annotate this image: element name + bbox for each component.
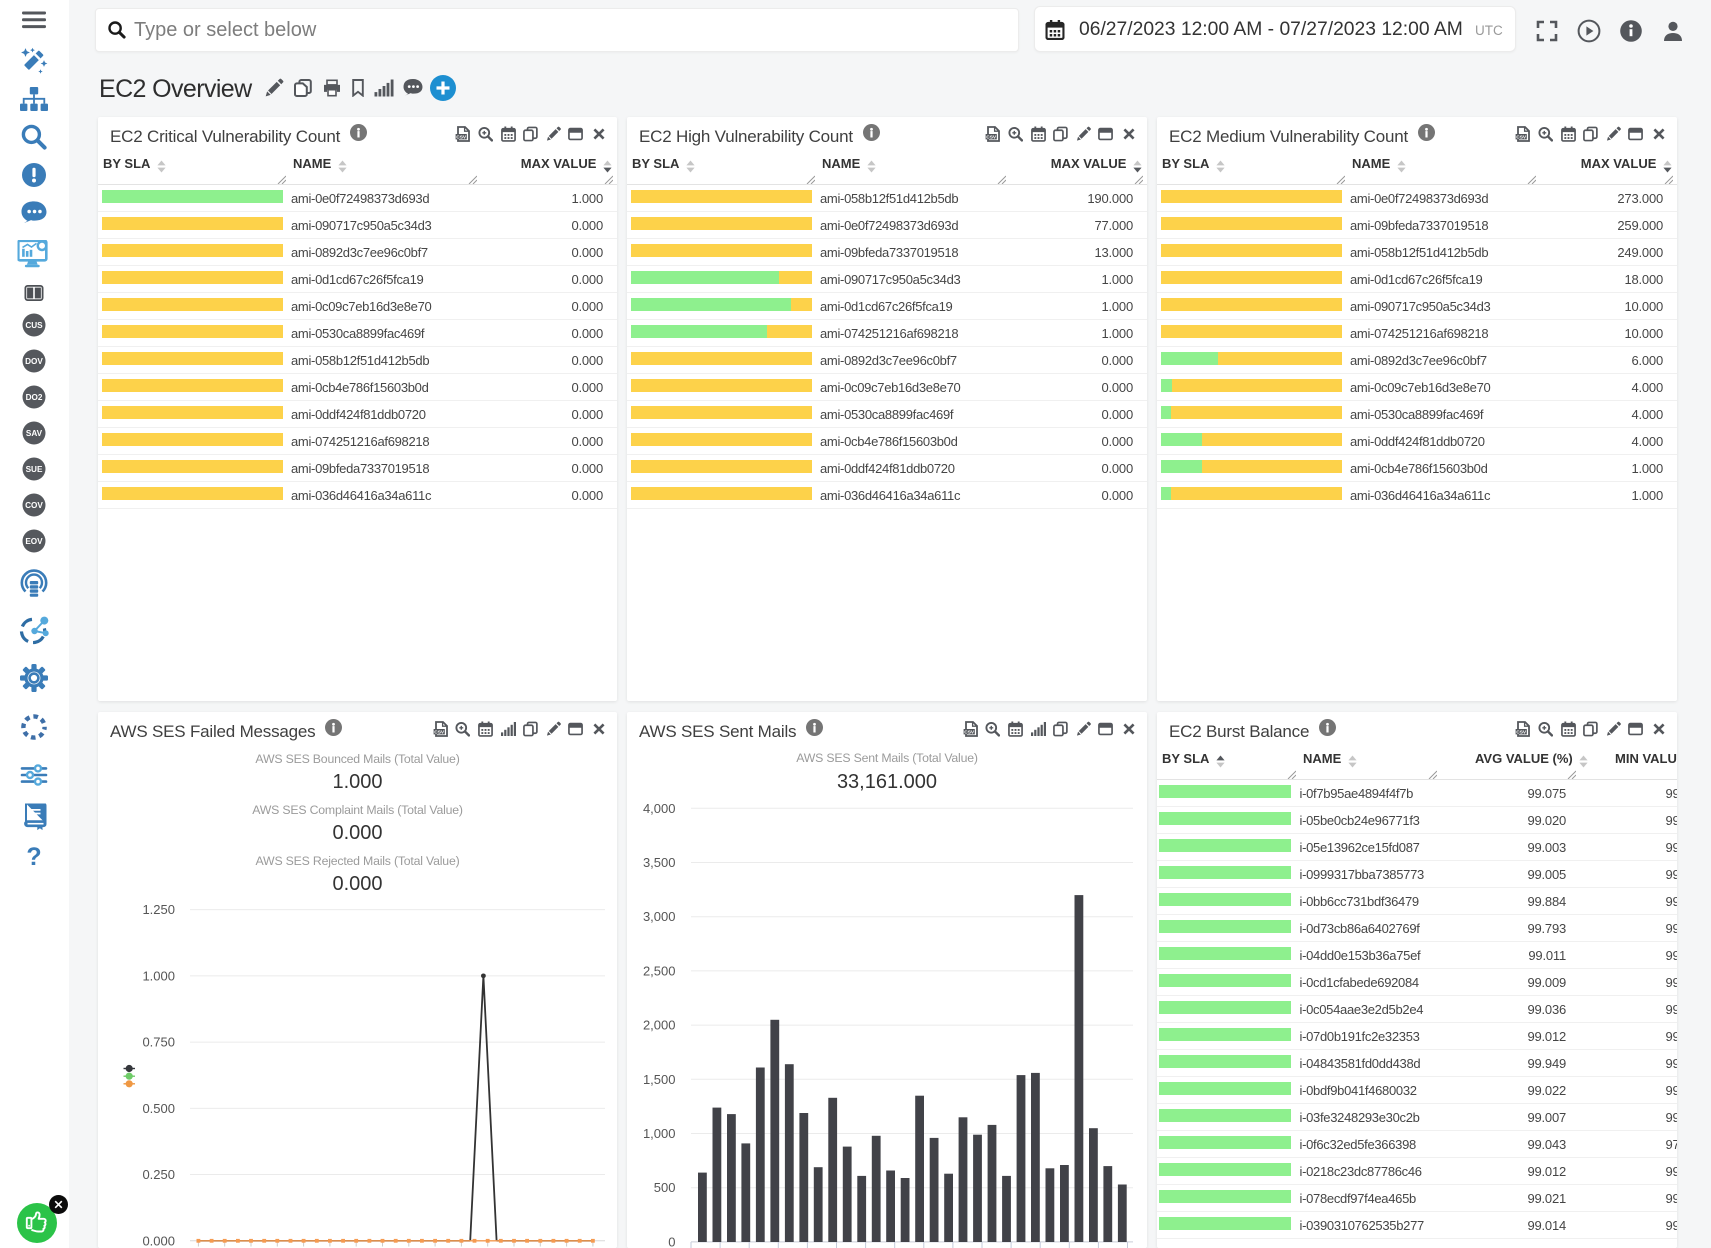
svg-text:SUE: SUE xyxy=(26,465,43,474)
svg-text:3,000: 3,000 xyxy=(643,909,676,924)
svg-text:DO2: DO2 xyxy=(26,393,43,402)
svg-text:1,000: 1,000 xyxy=(643,1126,676,1141)
svg-text:CSV: CSV xyxy=(1517,729,1528,735)
svg-text:0: 0 xyxy=(668,1234,675,1248)
svg-text:1,500: 1,500 xyxy=(643,1072,676,1087)
svg-text:CUS: CUS xyxy=(25,321,43,330)
svg-text:EOV: EOV xyxy=(25,537,43,546)
svg-text:0.000: 0.000 xyxy=(142,1233,175,1248)
svg-text:2,000: 2,000 xyxy=(643,1018,676,1033)
svg-text:1.000: 1.000 xyxy=(142,968,175,983)
svg-text:COV: COV xyxy=(25,501,43,510)
svg-text:0.250: 0.250 xyxy=(142,1167,175,1182)
svg-text:1.250: 1.250 xyxy=(142,902,175,917)
svg-text:CSV: CSV xyxy=(1517,134,1528,140)
svg-text:0.500: 0.500 xyxy=(142,1101,175,1116)
svg-text:500: 500 xyxy=(654,1180,676,1195)
svg-text:0.750: 0.750 xyxy=(142,1035,175,1050)
svg-text:3,500: 3,500 xyxy=(643,855,676,870)
svg-text:4,000: 4,000 xyxy=(643,801,676,816)
svg-text:DOV: DOV xyxy=(25,357,43,366)
svg-text:2,500: 2,500 xyxy=(643,963,676,978)
svg-text:CSV: CSV xyxy=(457,134,468,140)
svg-text:CSV: CSV xyxy=(987,134,998,140)
svg-text:CSV: CSV xyxy=(964,729,975,735)
svg-text:CSV: CSV xyxy=(434,729,445,735)
svg-text:SAV: SAV xyxy=(26,429,43,438)
